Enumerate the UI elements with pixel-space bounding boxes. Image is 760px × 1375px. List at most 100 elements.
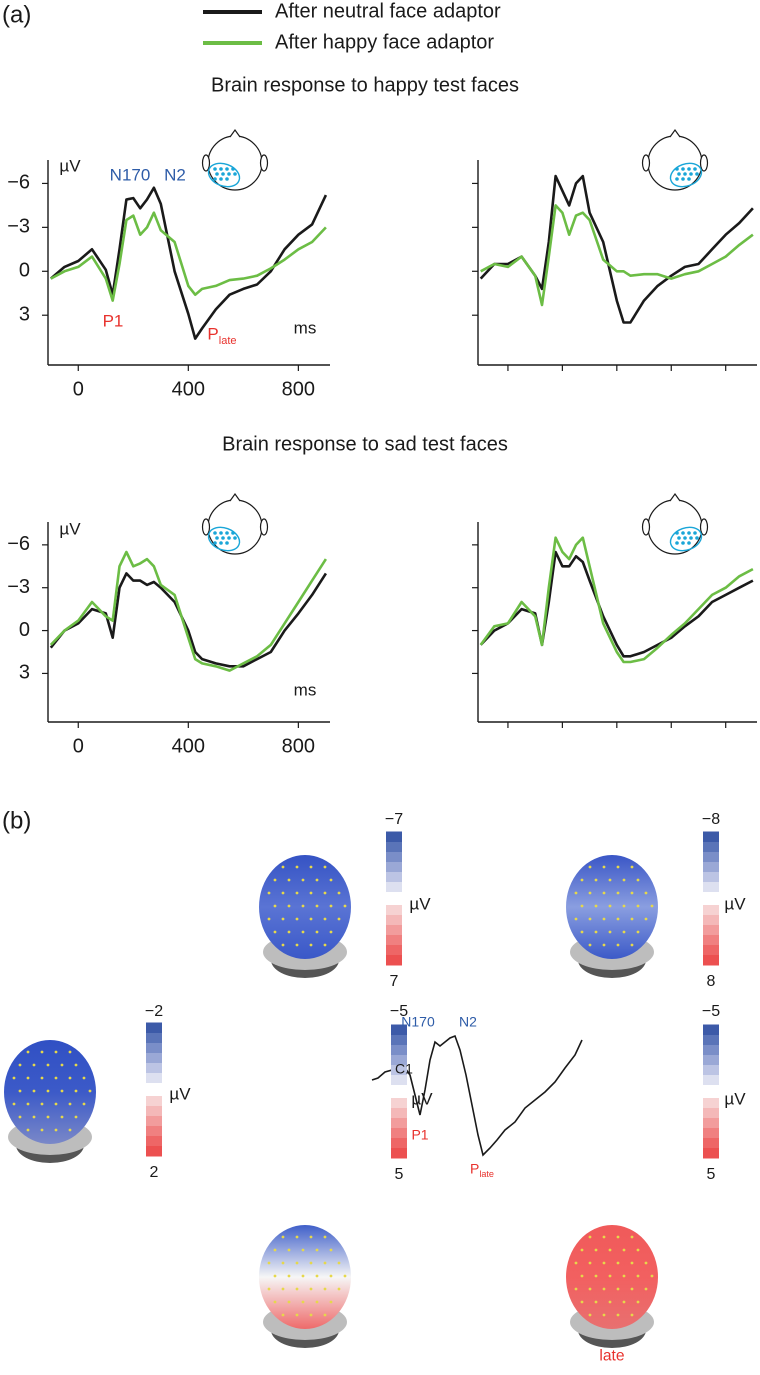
electrode xyxy=(309,1261,313,1265)
colorbar-cell xyxy=(703,1148,719,1158)
electrode xyxy=(273,878,277,882)
y-tick-label: −6 xyxy=(7,533,30,555)
colorbar-cell xyxy=(703,945,719,955)
colorbar-unit: µV xyxy=(411,1089,433,1108)
annotation: C1 xyxy=(395,1061,413,1077)
electrode xyxy=(54,1128,58,1132)
colorbar-label: 5 xyxy=(707,1166,716,1183)
colorbar-cell xyxy=(703,1138,719,1148)
colorbar-cell xyxy=(391,1035,407,1045)
electrode xyxy=(574,891,578,895)
colorbar-cell xyxy=(146,1023,162,1033)
electrode xyxy=(329,878,333,882)
electrode xyxy=(273,930,277,934)
colorbar-cell xyxy=(146,1136,162,1146)
scalp-map xyxy=(4,1040,96,1144)
electrode xyxy=(636,878,640,882)
electrode xyxy=(622,904,626,908)
annotation: N2 xyxy=(459,1014,477,1030)
electrode xyxy=(287,904,291,908)
electrode xyxy=(309,1235,313,1239)
electrode xyxy=(281,1287,285,1291)
head-icon xyxy=(641,492,709,555)
electrode xyxy=(608,904,612,908)
colorbar-unit: µV xyxy=(409,894,431,913)
colorbar-label: −5 xyxy=(702,1003,720,1020)
electrode xyxy=(588,891,592,895)
electrode xyxy=(616,891,620,895)
colorbar-cell xyxy=(386,842,402,852)
electrode xyxy=(636,1248,640,1252)
electrode xyxy=(18,1063,22,1067)
x-tick-label: 400 xyxy=(172,378,205,400)
colorbar-cell xyxy=(703,1065,719,1075)
electrode xyxy=(580,904,584,908)
electrode xyxy=(622,1248,626,1252)
y-tick-label: 0 xyxy=(19,260,30,282)
electrode xyxy=(630,1261,634,1265)
colorbar-cell xyxy=(146,1126,162,1136)
electrode xyxy=(18,1115,22,1119)
electrode xyxy=(74,1115,78,1119)
colorbar-cell xyxy=(391,1055,407,1065)
annotation: µV xyxy=(59,519,81,538)
electrode xyxy=(602,1235,606,1239)
electrode xyxy=(46,1115,50,1119)
electrode xyxy=(608,1248,612,1252)
series-line xyxy=(49,572,327,668)
colorbar-cell xyxy=(386,852,402,862)
electrode xyxy=(337,917,341,921)
chart-title: Brain response to happy test faces xyxy=(211,74,519,96)
electrode xyxy=(622,1300,626,1304)
legend-label: After happy face adaptor xyxy=(275,31,494,53)
electrode xyxy=(309,1287,313,1291)
x-tick-label: 0 xyxy=(73,735,84,757)
colorbar-cell xyxy=(391,1138,407,1148)
electrode xyxy=(309,891,313,895)
electrode xyxy=(295,865,299,869)
colorbar-cell xyxy=(146,1096,162,1106)
electrode xyxy=(588,1235,592,1239)
colorbar-cell xyxy=(703,1118,719,1128)
electrode xyxy=(650,1274,654,1278)
electrode xyxy=(602,917,606,921)
legend-label: After neutral face adaptor xyxy=(275,0,501,22)
electrode xyxy=(295,1313,299,1317)
colorbar-label: 5 xyxy=(395,1166,404,1183)
colorbar-cell xyxy=(386,905,402,915)
electrode xyxy=(594,1300,598,1304)
colorbar-cell xyxy=(703,935,719,945)
electrode xyxy=(630,917,634,921)
electrode xyxy=(602,1261,606,1265)
annotation: N2 xyxy=(164,165,186,184)
electrode xyxy=(267,917,271,921)
electrode xyxy=(636,904,640,908)
colorbar-cell xyxy=(386,862,402,872)
electrode xyxy=(580,1274,584,1278)
electrode xyxy=(588,943,592,947)
electrode xyxy=(281,891,285,895)
scalp-map xyxy=(566,855,658,959)
electrode xyxy=(323,1287,327,1291)
annotation: Plate xyxy=(207,324,236,346)
electrode xyxy=(329,1300,333,1304)
electrode xyxy=(622,878,626,882)
colorbar-cell xyxy=(146,1146,162,1156)
panel-label: (a) xyxy=(2,1,31,28)
electrode xyxy=(644,1261,648,1265)
electrode xyxy=(281,917,285,921)
electrode xyxy=(46,1089,50,1093)
colorbar-cell xyxy=(391,1045,407,1055)
electrode xyxy=(54,1102,58,1106)
colorbar-cell xyxy=(703,905,719,915)
series-line xyxy=(479,536,754,664)
electrode xyxy=(54,1050,58,1054)
electrode xyxy=(616,1287,620,1291)
colorbar-cell xyxy=(703,862,719,872)
electrode xyxy=(295,1287,299,1291)
colorbar-cell xyxy=(703,1128,719,1138)
electrode xyxy=(46,1063,50,1067)
colorbar-cell xyxy=(146,1073,162,1083)
electrode xyxy=(68,1102,72,1106)
colorbar-cell xyxy=(391,1065,407,1075)
